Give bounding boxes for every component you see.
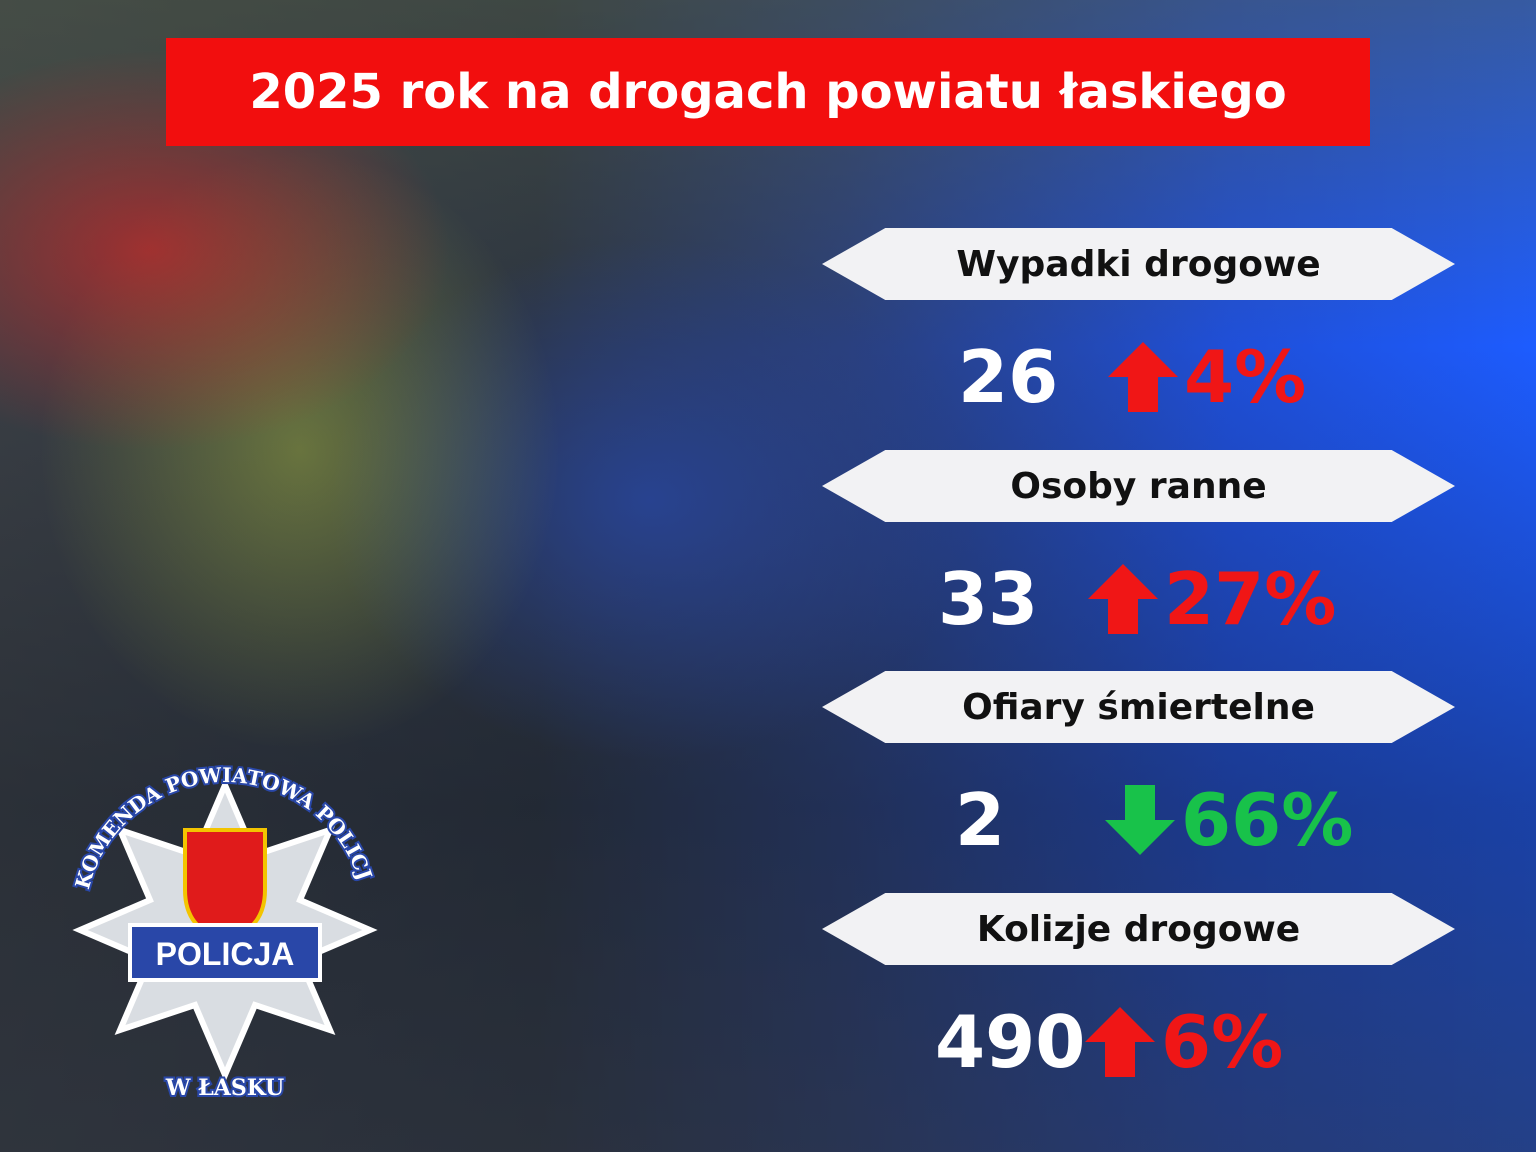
stat-value: 490 <box>935 1000 1086 1084</box>
police-logo: POLICJA KOMENDA POWIATOWA POLICJI W ŁASK… <box>60 760 379 1103</box>
stat-change: 6% <box>1161 1000 1284 1084</box>
stat-label-banner: Kolizje drogowe <box>822 893 1455 965</box>
svg-text:POLICJA: POLICJA <box>156 936 295 972</box>
arrow-up-icon <box>1108 342 1178 412</box>
stat-value: 26 <box>958 335 1059 419</box>
stat-change: 66% <box>1181 778 1354 862</box>
svg-text:W ŁASKU: W ŁASKU <box>165 1075 284 1101</box>
stat-value: 33 <box>938 557 1039 641</box>
stat-row: 2 66% <box>955 778 1353 862</box>
stat-value: 2 <box>955 778 1006 862</box>
stat-change: 27% <box>1164 557 1337 641</box>
stat-label-banner: Wypadki drogowe <box>822 228 1455 300</box>
arrow-down-icon <box>1105 785 1175 855</box>
stat-label-banner: Osoby ranne <box>822 450 1455 522</box>
arrow-up-icon <box>1085 1007 1155 1077</box>
stat-row: 26 4% <box>958 335 1306 419</box>
arrow-up-icon <box>1088 564 1158 634</box>
page-title: 2025 rok na drogach powiatu łaskiego <box>166 38 1370 146</box>
stat-change: 4% <box>1184 335 1307 419</box>
stat-label-banner: Ofiary śmiertelne <box>822 671 1455 743</box>
stat-row: 33 27% <box>938 557 1336 641</box>
stat-row: 490 6% <box>935 1000 1283 1084</box>
